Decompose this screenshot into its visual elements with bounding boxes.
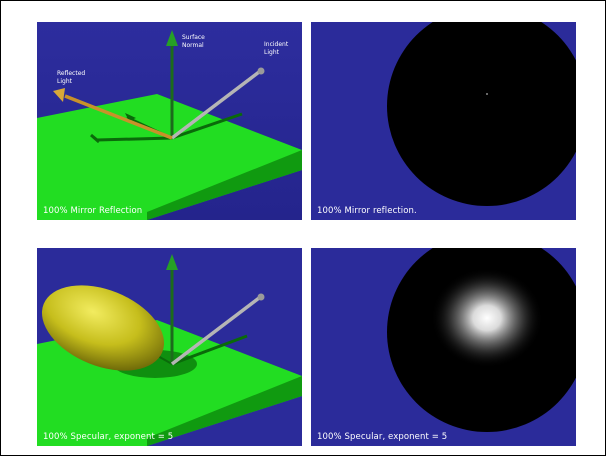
specular-diagram-scene [37, 248, 302, 446]
reflected-light-label-line2: Light [57, 78, 72, 85]
sphere [387, 22, 576, 206]
mirror-sphere-scene [311, 22, 576, 220]
reflected-shadow [90, 133, 173, 144]
reflected-light-label-line1: Reflected [57, 70, 86, 77]
panel-caption: 100% Mirror Reflection [43, 206, 143, 216]
specular-sphere-panel: 100% Specular, exponent = 5 [311, 248, 576, 446]
incident-light-end [257, 67, 265, 75]
mirror-diagram-scene [37, 22, 302, 220]
incident-light-arrow [170, 296, 261, 366]
mirror-reflection-diagram-panel: Surface Normal Incident Light Reflected … [37, 22, 302, 220]
specular-reflection-diagram-panel: 100% Specular, exponent = 5 [37, 248, 302, 446]
highlight-point [486, 93, 488, 95]
reflected-light-arrowhead [53, 88, 65, 102]
incident-light-arrow [170, 70, 261, 140]
panel-caption: 100% Mirror reflection. [317, 206, 417, 216]
incident-light-label-line2: Light [264, 49, 279, 56]
shadow-arrowhead [125, 113, 136, 121]
surface-normal-arrowhead [166, 30, 178, 46]
panel-caption: 100% Specular, exponent = 5 [317, 432, 448, 442]
surface-normal-label-line2: Normal [182, 42, 204, 49]
surface-normal-arrowhead [166, 254, 178, 270]
incident-light-label-line1: Incident [264, 41, 289, 48]
specular-sphere-scene [311, 248, 576, 446]
mirror-reflection-sphere-panel: 100% Mirror reflection. [311, 22, 576, 220]
incident-shadow [171, 112, 243, 140]
floor-edge [147, 150, 302, 220]
specular-lobe-ellipsoid [41, 285, 165, 371]
surface-normal-label-line1: Surface [182, 34, 205, 41]
incident-light-end [257, 293, 265, 301]
floor-edge [147, 376, 302, 446]
panel-caption: 100% Specular, exponent = 5 [43, 432, 174, 442]
specular-highlight [431, 268, 543, 368]
reflected-light-arrow [64, 94, 173, 140]
incident-shadow [171, 334, 248, 366]
